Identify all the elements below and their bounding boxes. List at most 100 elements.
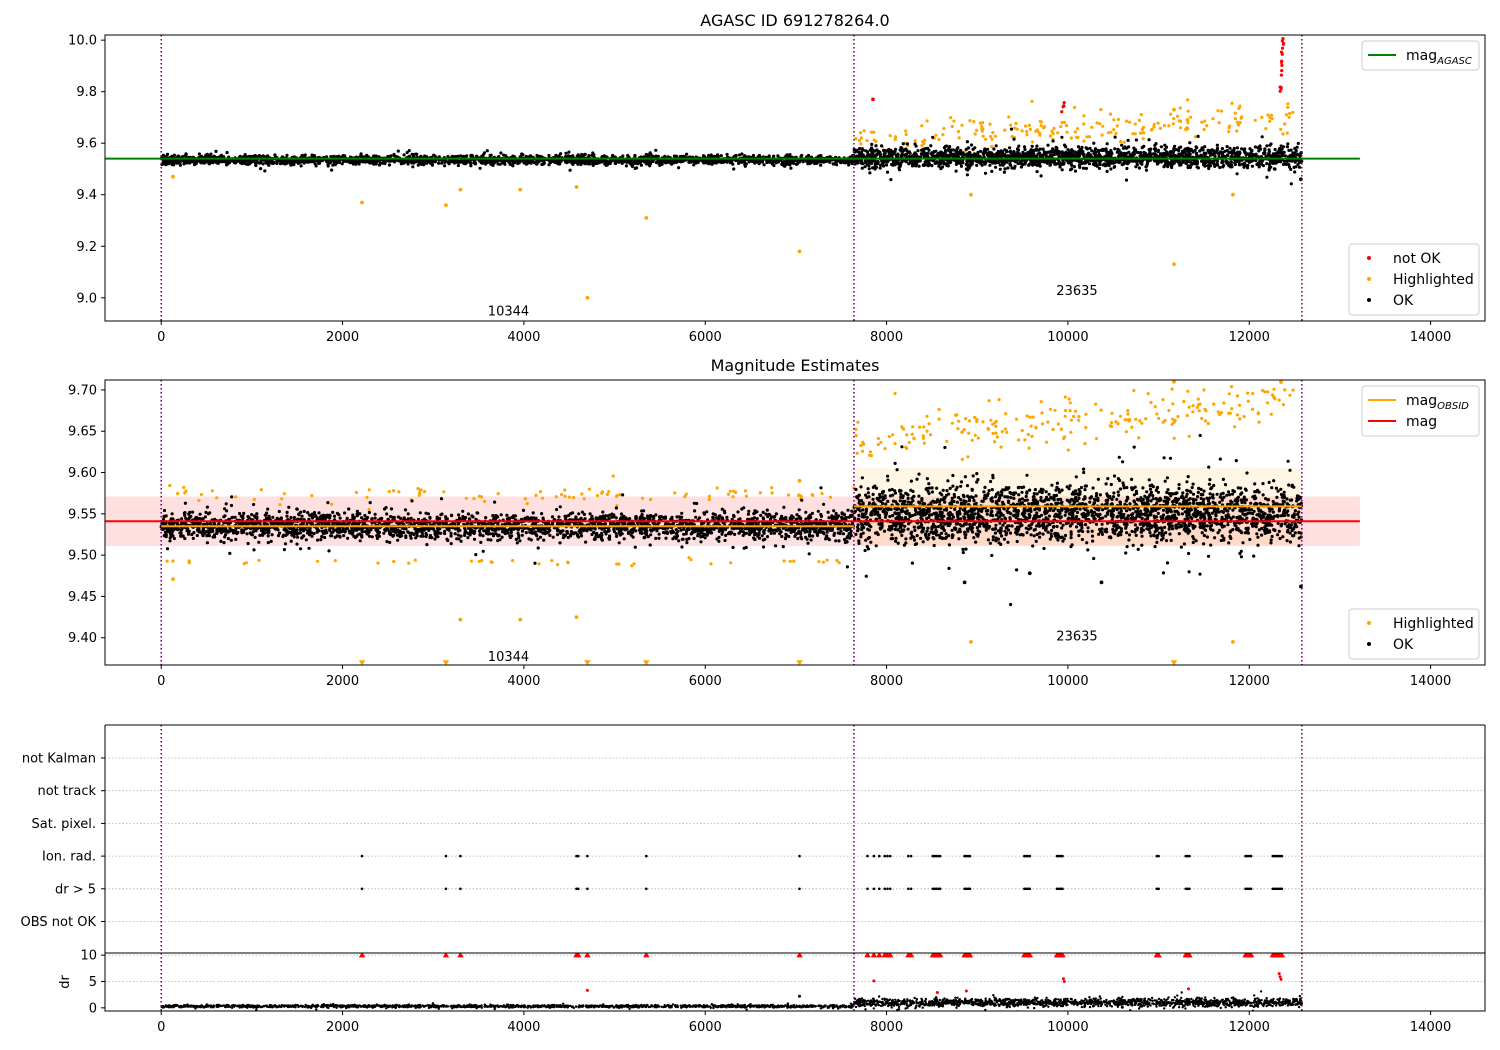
ok-point	[914, 144, 918, 148]
ok-point	[1035, 170, 1039, 174]
highlighted-point	[993, 440, 997, 444]
highlighted-point	[993, 134, 998, 138]
highlighted-point	[1029, 424, 1033, 428]
highlighted-point	[689, 558, 693, 562]
highlighted-point	[879, 440, 883, 444]
highlighted-point	[1204, 409, 1208, 413]
highlighted-point	[1072, 414, 1076, 418]
highlighted-point	[1172, 436, 1176, 440]
highlighted-point	[856, 420, 860, 424]
legend-entry: magAGASC	[1368, 48, 1472, 67]
legend-label: OK	[1393, 293, 1414, 309]
highlighted-point	[1128, 120, 1132, 124]
highlighted-point	[1075, 135, 1079, 140]
highlighted-point	[1173, 418, 1177, 423]
ok-point	[165, 152, 170, 156]
ok-point	[971, 159, 975, 163]
ok-point	[751, 153, 756, 158]
highlighted-point	[707, 497, 711, 502]
highlighted-point	[907, 440, 911, 444]
highlighted-point-clipped	[442, 660, 450, 665]
ok-point	[1166, 165, 1170, 169]
highlighted-point	[989, 418, 993, 422]
highlighted-point	[1112, 128, 1116, 132]
highlighted-point	[1281, 132, 1285, 136]
highlighted-point	[869, 130, 873, 134]
ok-point	[1000, 150, 1004, 154]
ok-point	[869, 146, 874, 150]
ok-point	[1142, 150, 1146, 154]
ok-point	[848, 160, 852, 164]
highlighted-point	[605, 492, 610, 496]
highlighted-point	[1216, 410, 1220, 414]
highlighted-point	[872, 138, 876, 142]
highlighted-point	[1082, 139, 1086, 143]
highlighted-point	[981, 134, 985, 138]
ok-point	[1207, 149, 1211, 153]
highlighted-point	[615, 494, 619, 498]
highlighted-point	[994, 431, 998, 435]
ok-point	[1290, 159, 1294, 163]
highlighted-point	[1217, 121, 1221, 125]
ok-point	[485, 149, 489, 153]
not-ok-point	[1278, 85, 1282, 89]
ok-point	[675, 515, 679, 519]
highlighted-point	[1232, 425, 1237, 429]
ok-point	[927, 148, 931, 152]
highlighted-point	[1149, 400, 1153, 405]
ok-point	[206, 160, 210, 164]
highlighted-point	[1062, 435, 1067, 439]
ok-point	[1285, 145, 1289, 149]
highlighted-point	[1253, 118, 1257, 122]
ok-point	[1046, 143, 1050, 147]
highlighted-point	[928, 433, 933, 437]
ok-point	[1276, 159, 1280, 163]
highlighted-point	[644, 216, 649, 220]
ok-point	[1082, 152, 1086, 156]
ok-point	[1083, 161, 1087, 165]
highlighted-point	[1287, 115, 1291, 119]
ok-point	[819, 163, 823, 167]
ok-point	[1090, 149, 1094, 153]
ok-point	[230, 159, 234, 163]
ok-point	[795, 162, 799, 166]
highlighted-point	[904, 445, 908, 449]
highlighted-point	[1048, 134, 1053, 138]
ok-point	[1287, 165, 1292, 169]
highlighted-point	[1158, 126, 1162, 130]
highlighted-point	[397, 490, 401, 494]
ok-point	[1169, 153, 1174, 158]
highlighted-point	[1161, 398, 1165, 402]
highlighted-point	[1039, 120, 1043, 124]
ok-point	[581, 155, 585, 159]
ok-point	[841, 532, 846, 536]
ok-point	[178, 163, 182, 167]
ok-point	[1094, 154, 1099, 158]
ok-point	[880, 161, 884, 165]
ok-point	[624, 164, 629, 168]
ok-point	[462, 154, 466, 158]
highlighted-point	[1153, 405, 1157, 409]
ok-point	[1133, 149, 1137, 153]
ok-point	[1195, 165, 1199, 169]
highlighted-point	[1235, 394, 1240, 398]
highlighted-point	[1264, 127, 1268, 131]
highlighted-point	[1073, 105, 1077, 110]
highlighted-point	[489, 560, 493, 564]
ok-point	[418, 162, 422, 166]
ok-point	[994, 165, 998, 169]
highlighted-point	[418, 491, 422, 495]
ok-point	[449, 531, 453, 535]
ok-point	[874, 144, 878, 148]
highlighted-point	[554, 495, 558, 499]
ok-point	[605, 160, 609, 164]
not-ok-point	[871, 97, 875, 102]
highlighted-point	[1191, 404, 1195, 408]
ok-point	[994, 144, 998, 148]
ok-point	[420, 159, 424, 163]
ok-point	[1167, 153, 1171, 157]
highlighted-point	[859, 142, 863, 146]
highlighted-point	[1046, 420, 1050, 424]
highlighted-point	[464, 496, 468, 500]
highlighted-point	[1140, 421, 1144, 425]
